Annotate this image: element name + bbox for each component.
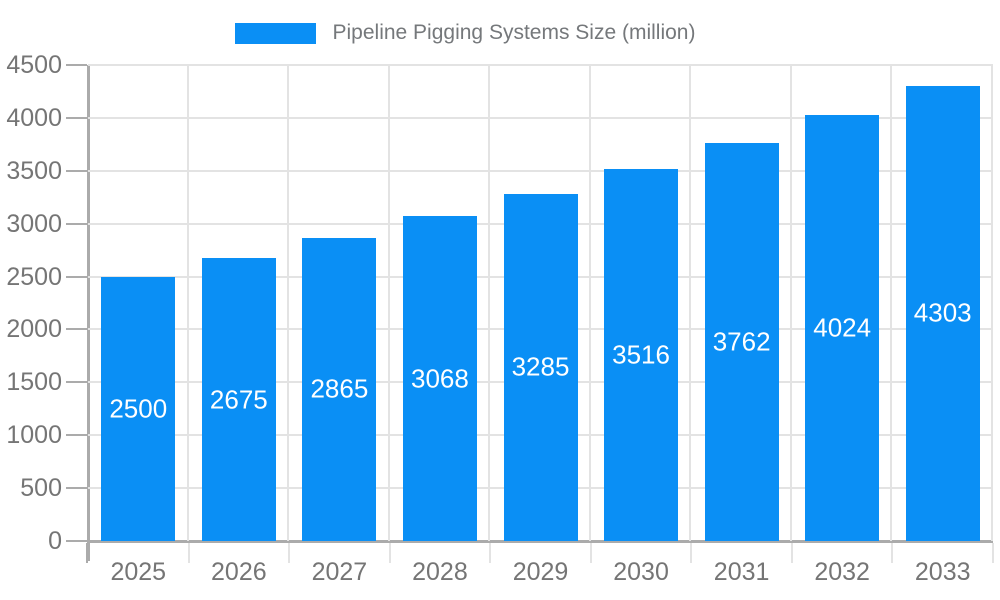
y-axis-tick [66, 434, 87, 437]
horizontal-gridline [88, 116, 993, 119]
y-tick-label: 2000 [6, 315, 62, 344]
y-axis-tick [66, 222, 87, 225]
x-axis-tick [690, 543, 693, 563]
y-axis-tick [66, 487, 87, 490]
vertical-gridline [287, 65, 290, 541]
bar-value-label: 3762 [712, 326, 771, 357]
x-tick-label: 2029 [512, 558, 569, 586]
x-axis-tick [790, 543, 793, 563]
bar: 2865 [302, 237, 377, 541]
y-tick-label: 4000 [6, 103, 62, 132]
vertical-gridline [488, 65, 491, 541]
y-axis-tick [66, 64, 87, 66]
bar: 4024 [805, 115, 880, 541]
x-axis-tick [187, 543, 190, 563]
legend-label: Pipeline Pigging Systems Size (million) [332, 21, 696, 44]
x-tick-label: 2031 [713, 558, 770, 586]
y-tick-label: 3000 [6, 209, 62, 238]
bar: 2500 [101, 276, 176, 541]
horizontal-gridline [88, 64, 993, 66]
y-axis-tick [66, 116, 87, 119]
vertical-gridline [991, 65, 993, 541]
x-tick-label: 2032 [814, 558, 870, 586]
bar: 4303 [905, 85, 980, 541]
y-tick-label: 4500 [6, 51, 62, 79]
vertical-gridline [186, 65, 189, 541]
vertical-gridline [890, 65, 893, 541]
x-tick-label: 2028 [412, 558, 468, 586]
y-tick-label: 0 [48, 527, 62, 555]
vertical-gridline [789, 65, 792, 541]
x-axis-tick [891, 543, 894, 563]
bar: 3762 [704, 143, 779, 541]
bar-value-label: 2865 [310, 373, 369, 404]
horizontal-gridline [88, 169, 993, 172]
y-axis-tick [66, 328, 87, 331]
bar: 2675 [201, 258, 276, 541]
bar-value-label: 3068 [411, 363, 469, 394]
x-tick-label: 2030 [613, 558, 669, 586]
x-tick-label: 2025 [110, 558, 167, 586]
x-axis-line [88, 540, 993, 543]
y-tick-label: 1000 [6, 421, 62, 450]
x-tick-label: 2027 [311, 558, 368, 586]
vertical-gridline [689, 65, 692, 541]
legend-swatch-icon [234, 22, 316, 44]
x-axis-tick [992, 543, 994, 563]
y-tick-label: 1500 [6, 368, 62, 397]
bar: 3516 [604, 169, 679, 541]
bar-value-label: 4303 [913, 297, 972, 328]
y-axis-tick [66, 540, 87, 542]
y-tick-label: 3500 [6, 156, 62, 185]
x-axis-tick [589, 543, 592, 563]
vertical-gridline [387, 65, 390, 541]
y-axis-tick [66, 275, 87, 278]
bar-value-label: 3516 [612, 339, 670, 370]
x-tick-label: 2026 [211, 558, 267, 586]
bar-value-label: 2500 [109, 393, 168, 424]
bar: 3285 [503, 193, 578, 541]
y-tick-label: 2500 [6, 262, 62, 291]
x-axis-tick [489, 543, 492, 563]
x-axis-tick [288, 543, 291, 563]
y-tick-label: 500 [20, 474, 62, 503]
bar-value-label: 4024 [813, 312, 872, 343]
bar-value-label: 2675 [209, 384, 268, 414]
plot-area: 2500 2675 2865 3068 3285 3516 3762 4024 4303 [88, 64, 993, 541]
y-axis-line [87, 65, 90, 561]
bar: 3068 [402, 216, 477, 541]
x-axis-tick [86, 543, 88, 563]
x-axis-tick [388, 543, 391, 563]
chart-legend[interactable]: Pipeline Pigging Systems Size (million) [0, 21, 930, 45]
bar-value-label: 3285 [511, 351, 570, 382]
y-axis-tick [66, 169, 87, 172]
x-tick-label: 2033 [914, 558, 971, 586]
vertical-gridline [588, 65, 591, 541]
y-axis-tick [66, 381, 87, 384]
